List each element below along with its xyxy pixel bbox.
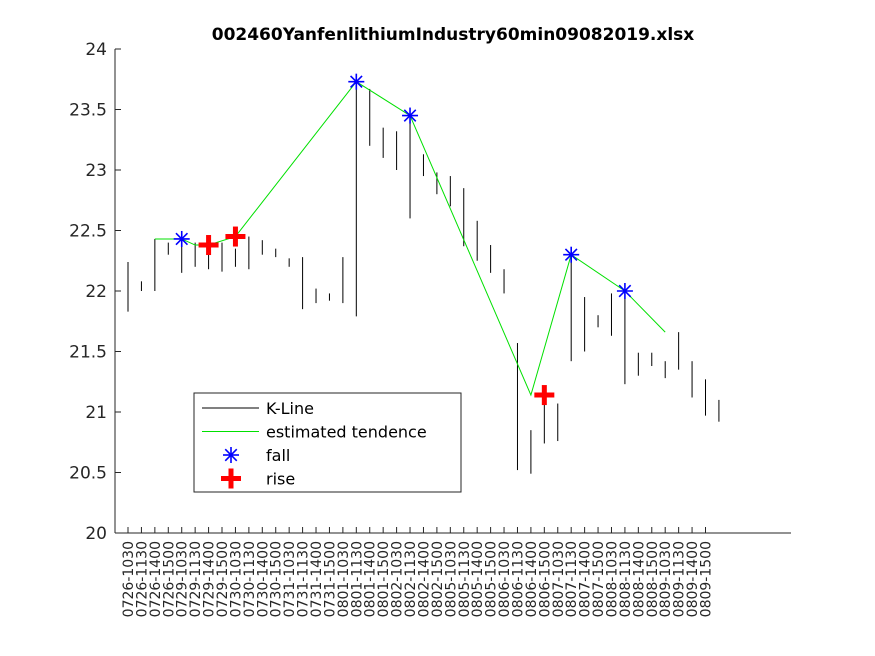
y-tick-label: 20.5 — [69, 464, 107, 484]
legend-label: fall — [266, 446, 290, 465]
legend-label: estimated tendence — [266, 423, 427, 442]
fall-marker — [174, 231, 190, 247]
fall-marker — [348, 74, 364, 90]
y-tick-label: 20 — [85, 524, 107, 544]
fall-marker — [563, 247, 579, 263]
marker-series — [174, 74, 633, 405]
fall-marker — [617, 283, 633, 299]
rise-marker — [225, 227, 245, 247]
chart-title: 002460YanfenlithiumIndustry60min09082019… — [212, 25, 695, 45]
y-tick-label: 22.5 — [69, 222, 107, 242]
legend-label: K-Line — [266, 399, 314, 418]
y-tick-label: 23 — [85, 161, 107, 181]
y-tick-label: 22 — [85, 282, 107, 302]
fall-marker — [402, 108, 418, 124]
rise-marker — [534, 385, 554, 405]
rise-marker — [199, 235, 219, 255]
y-tick-label: 21 — [85, 403, 107, 423]
chart-legend: K-Line estimated tendence fall rise — [194, 393, 461, 492]
legend-fall-swatch — [223, 447, 239, 463]
legend-label: rise — [266, 470, 295, 489]
y-tick-label: 24 — [85, 40, 107, 60]
x-tick-label: 0809-1500 — [698, 541, 714, 617]
plot-axes: 2020.52121.52222.52323.5240726-10300726-… — [69, 40, 791, 617]
y-tick-label: 23.5 — [69, 101, 107, 121]
y-tick-label: 21.5 — [69, 343, 107, 363]
